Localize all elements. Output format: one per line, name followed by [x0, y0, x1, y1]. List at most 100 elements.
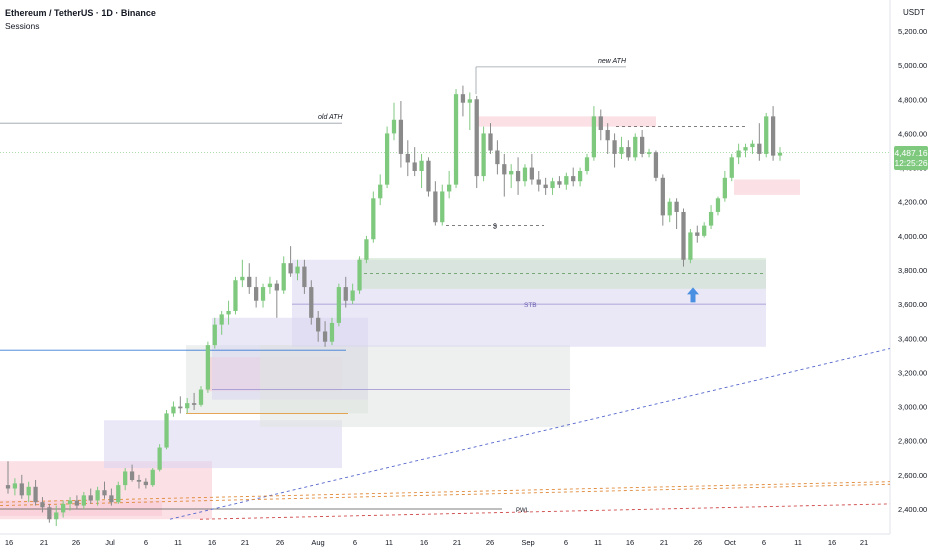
price-tick-label: 4,600.00 [898, 129, 927, 138]
red-trendline [199, 503, 891, 520]
candle [391, 102, 397, 141]
candle-body [777, 152, 783, 156]
candle-body [757, 143, 762, 154]
candle-body [226, 310, 231, 315]
candle [405, 140, 410, 177]
candle [736, 143, 741, 165]
candle-body [81, 495, 86, 506]
time-tick-label: Oct [724, 538, 737, 547]
time-tick-label: 11 [174, 538, 182, 547]
candle-body [770, 116, 776, 156]
candle [260, 283, 266, 308]
time-tick-label: 26 [72, 538, 80, 547]
candle-body [564, 176, 569, 185]
candle [522, 164, 528, 187]
candle-body [95, 490, 100, 501]
candle-body [474, 99, 479, 177]
candle-body [736, 150, 741, 158]
candle [591, 106, 597, 161]
price-tick-label: 3,400.00 [898, 334, 927, 343]
candle-body [74, 500, 80, 506]
zone-purple-1 [104, 420, 342, 469]
candle-body [150, 469, 155, 486]
candle [453, 89, 459, 189]
candle-body [116, 485, 121, 503]
candle-body [646, 152, 652, 154]
candle-body [557, 181, 562, 185]
candle [743, 143, 748, 158]
candle [412, 147, 417, 177]
candle [254, 276, 259, 308]
candle-body [502, 164, 507, 175]
time-tick-label: 6 [144, 538, 148, 547]
candle [205, 341, 211, 393]
candle-body [164, 413, 169, 448]
candle [47, 503, 52, 523]
time-tick-label: 21 [40, 538, 48, 547]
candle [398, 100, 404, 168]
candle [302, 259, 307, 294]
bar-countdown: 12:25:26 [894, 158, 928, 168]
candle [715, 196, 721, 216]
candle [543, 177, 548, 195]
candle [350, 283, 355, 305]
candle [681, 208, 686, 267]
candle [722, 170, 727, 202]
candle [240, 259, 245, 288]
time-tick-label: 16 [626, 538, 634, 547]
candle [26, 481, 31, 503]
candle-body [640, 136, 645, 154]
candle-body [102, 490, 107, 496]
price-tick-label: 3,600.00 [898, 300, 927, 309]
candle [605, 123, 610, 154]
candle-body [509, 170, 514, 175]
symbol-title[interactable]: Ethereum / TetherUS · 1D · Binance [5, 8, 156, 18]
candle [509, 164, 514, 189]
candle-body [708, 211, 714, 226]
candle-body [405, 153, 410, 163]
candle [770, 106, 776, 161]
candle-body [371, 198, 376, 240]
old-ath-label: old ATH [318, 114, 343, 121]
candle [626, 140, 631, 161]
candle [750, 140, 755, 154]
candle-body [605, 130, 610, 141]
candle-body [522, 167, 528, 182]
zone-gray-2 [260, 345, 570, 428]
candle [88, 488, 93, 504]
indicator-label[interactable]: Sessions [5, 21, 40, 31]
candle-body [343, 287, 348, 301]
candle [674, 198, 679, 230]
candle-body [419, 160, 424, 171]
candle-body [702, 225, 707, 236]
candle [336, 283, 341, 327]
candle [371, 191, 376, 243]
candle [116, 481, 121, 504]
price-tick-label: 5,200.00 [898, 27, 927, 36]
candle [212, 317, 217, 349]
candle-body [212, 324, 217, 346]
candle [729, 153, 734, 182]
candle [329, 317, 335, 346]
candle-body [143, 481, 148, 486]
candle-body [591, 116, 597, 158]
candle-body [54, 512, 59, 520]
candle-body [19, 483, 24, 496]
last-price: 4,487.16 [894, 148, 928, 158]
orange-trendline-1 [0, 481, 891, 503]
candle [102, 481, 107, 499]
candle-body [447, 184, 452, 192]
time-tick-label: 21 [660, 538, 668, 547]
candle-body [495, 150, 500, 165]
price-tick-label: 4,000.00 [898, 232, 927, 241]
candle-body [316, 317, 321, 332]
candle-body [240, 276, 245, 281]
candle [185, 398, 190, 414]
candle [33, 479, 38, 506]
price-tick-label: 2,400.00 [898, 505, 927, 514]
candle [129, 464, 135, 482]
candle [123, 468, 128, 491]
time-tick-label: 16 [828, 538, 836, 547]
candle-body [460, 94, 466, 103]
